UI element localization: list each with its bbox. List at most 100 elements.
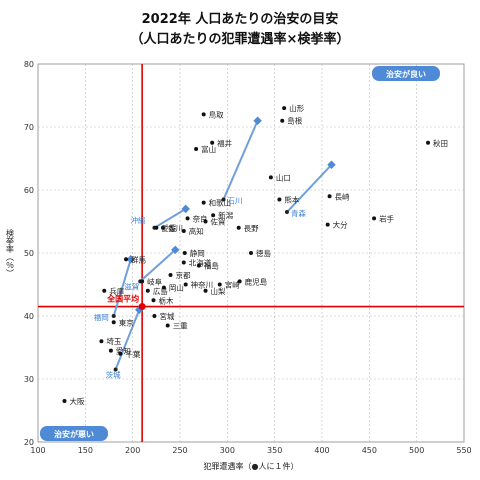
- data-point: [185, 216, 190, 221]
- highlight-origin-point: [284, 210, 289, 215]
- point-label: 山梨: [211, 286, 226, 296]
- x-axis-title: 犯罪遭遇率（●人に１件）: [204, 461, 299, 471]
- data-point: [277, 197, 282, 202]
- point-label: 長野: [244, 224, 259, 233]
- point-label: 福井: [217, 138, 232, 148]
- data-point: [211, 213, 216, 218]
- data-point: [108, 348, 113, 353]
- highlight-label: 滋賀: [124, 281, 139, 291]
- data-point: [280, 118, 285, 123]
- x-tick-label: 450: [362, 446, 377, 455]
- y-tick-label: 30: [24, 375, 34, 384]
- point-label: 群馬: [131, 254, 146, 264]
- point-label: 三重: [173, 321, 188, 330]
- data-point: [201, 112, 206, 117]
- data-point: [203, 219, 208, 224]
- highlight-label: 茨城: [106, 370, 121, 380]
- point-label: 香川: [168, 223, 183, 233]
- highlight-origin-point: [221, 197, 226, 202]
- highlight-marker: [253, 116, 262, 125]
- point-label: 新潟: [218, 210, 233, 220]
- point-label: 高知: [189, 226, 204, 236]
- average-label: 全国平均: [106, 294, 139, 304]
- x-tick-label: 150: [78, 446, 93, 455]
- point-label: 福島: [204, 261, 219, 271]
- data-point: [325, 222, 330, 227]
- x-tick-label: 400: [314, 446, 329, 455]
- data-point: [118, 351, 123, 356]
- data-point: [140, 279, 145, 284]
- data-point: [210, 140, 215, 145]
- chart-subtitle: （人口あたりの犯罪遭遇率×検挙率）: [130, 32, 350, 47]
- point-label: 岐阜: [147, 276, 162, 286]
- y-tick-label: 70: [24, 123, 34, 132]
- highlight-label: 石川: [228, 196, 243, 205]
- point-label: 熊本: [284, 194, 299, 204]
- x-tick-label: 200: [125, 446, 140, 455]
- data-point: [62, 399, 67, 404]
- point-label: 静岡: [190, 248, 205, 258]
- x-tick-label: 250: [172, 446, 187, 455]
- data-point: [151, 298, 156, 303]
- badge-bad-bg: [40, 426, 108, 441]
- highlight-origin-point: [113, 367, 118, 372]
- data-point: [249, 251, 253, 255]
- point-label: 神奈川: [191, 280, 214, 290]
- badge-good: 治安が良い: [386, 69, 426, 79]
- point-label: 大阪: [70, 396, 85, 406]
- x-tick-label: 500: [409, 446, 424, 455]
- data-point: [168, 273, 173, 278]
- x-tick-label: 300: [220, 446, 235, 455]
- data-point: [102, 288, 107, 293]
- highlight-marker: [126, 255, 136, 264]
- point-label: 栃木: [158, 295, 173, 305]
- data-point: [196, 263, 201, 268]
- data-point: [183, 282, 188, 287]
- highlight-label: 青森: [291, 208, 306, 218]
- point-label: 秋田: [433, 138, 448, 148]
- y-tick-label: 50: [24, 249, 34, 258]
- point-label: 佐賀: [211, 217, 226, 227]
- point-label: 愛媛: [161, 223, 176, 233]
- data-point: [182, 251, 187, 255]
- data-point: [268, 175, 273, 180]
- y-tick-label: 40: [24, 312, 34, 321]
- point-label: 奈良: [193, 213, 208, 223]
- y-tick-label: 80: [24, 60, 34, 69]
- point-label: 富山: [201, 144, 216, 154]
- highlight-marker: [181, 204, 190, 214]
- highlight-label: 沖縄: [130, 215, 145, 225]
- point-label: 千葉: [125, 349, 140, 359]
- average-marker: [138, 303, 146, 311]
- point-label: 京都: [176, 270, 191, 280]
- point-label: 山口: [276, 172, 291, 182]
- highlight-arrow: [222, 120, 259, 200]
- x-tick-label: 550: [456, 446, 471, 455]
- data-point: [327, 194, 332, 199]
- data-point: [145, 288, 150, 293]
- y-axis-title: 検挙率（％）: [6, 228, 15, 277]
- data-point: [426, 140, 431, 145]
- point-label: 鳥取: [209, 109, 224, 119]
- point-label: 鹿児島: [245, 276, 268, 286]
- point-label: 北海道: [189, 257, 212, 267]
- highlight-arrow: [139, 249, 176, 283]
- data-point: [161, 285, 166, 290]
- x-tick-label: 350: [267, 446, 282, 455]
- data-point: [124, 257, 129, 262]
- point-label: 和歌山: [209, 198, 232, 208]
- point-label: 愛知: [116, 346, 131, 356]
- point-label: 長崎: [335, 191, 350, 201]
- data-point: [372, 216, 377, 221]
- point-label: 広島: [153, 286, 168, 296]
- highlight-origin-point: [111, 314, 116, 318]
- highlight-arrow: [286, 164, 333, 213]
- point-label: 大分: [333, 220, 348, 230]
- y-tick-label: 60: [24, 186, 34, 195]
- highlight-arrow: [153, 208, 187, 229]
- point-label: 埼玉: [106, 336, 121, 346]
- point-label: 岩手: [379, 213, 394, 223]
- highlight-marker: [171, 245, 180, 255]
